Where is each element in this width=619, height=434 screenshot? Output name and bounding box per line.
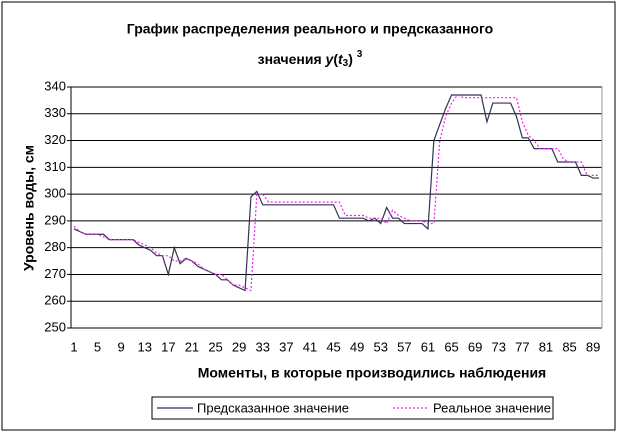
x-tick-label: 69 bbox=[468, 339, 482, 354]
y-tick-label: 270 bbox=[44, 266, 66, 281]
y-tick-label: 250 bbox=[44, 319, 66, 334]
x-tick-label: 29 bbox=[232, 339, 246, 354]
chart-title-line2: значения y(t3) 3 bbox=[258, 49, 363, 69]
x-tick-label: 37 bbox=[279, 339, 293, 354]
y-tick-label: 310 bbox=[44, 159, 66, 174]
y-tick-label: 260 bbox=[44, 293, 66, 308]
x-tick-label: 81 bbox=[539, 339, 553, 354]
title-arg: t bbox=[338, 51, 344, 67]
title-sub: 3 bbox=[343, 58, 349, 69]
x-tick-label: 41 bbox=[303, 339, 317, 354]
x-tick-label: 49 bbox=[350, 339, 364, 354]
chart-title: График распределения реального и предска… bbox=[127, 21, 493, 37]
title-word: значения bbox=[258, 51, 322, 67]
series-line bbox=[73, 94, 600, 292]
x-tick-label: 13 bbox=[138, 339, 152, 354]
x-tick-label: 85 bbox=[562, 339, 576, 354]
legend-label: Реальное значение bbox=[433, 400, 551, 415]
x-tick-label: 9 bbox=[118, 339, 125, 354]
x-tick-label: 73 bbox=[492, 339, 506, 354]
x-tick-label: 45 bbox=[326, 339, 340, 354]
y-axis-title: Уровень воды, см bbox=[21, 145, 37, 271]
y-tick-label: 300 bbox=[44, 186, 66, 201]
y-tick-label: 290 bbox=[44, 212, 66, 227]
x-tick-label: 77 bbox=[515, 339, 529, 354]
x-axis-title: Моменты, в которые производились наблюде… bbox=[198, 365, 546, 381]
y-tick-label: 320 bbox=[44, 132, 66, 147]
y-tick-label: 280 bbox=[44, 239, 66, 254]
x-tick-label: 1 bbox=[70, 339, 77, 354]
x-tick-label: 21 bbox=[185, 339, 199, 354]
x-tick-label: 53 bbox=[374, 339, 388, 354]
x-tick-label: 65 bbox=[444, 339, 458, 354]
x-tick-label: 17 bbox=[161, 339, 175, 354]
x-tick-label: 33 bbox=[256, 339, 270, 354]
x-tick-label: 89 bbox=[586, 339, 600, 354]
title-paren: ( bbox=[333, 51, 338, 67]
y-tick-label: 340 bbox=[44, 78, 66, 93]
title-paren: ) bbox=[348, 51, 353, 67]
title-sup: 3 bbox=[357, 49, 363, 60]
x-tick-label: 25 bbox=[208, 339, 222, 354]
x-tick-label: 5 bbox=[94, 339, 101, 354]
series-line bbox=[73, 94, 600, 292]
legend-box bbox=[151, 396, 554, 420]
legend-label: Предсказанное значение bbox=[197, 400, 349, 415]
x-tick-label: 57 bbox=[397, 339, 411, 354]
x-tick-label: 61 bbox=[421, 339, 435, 354]
title-func: y bbox=[325, 51, 335, 67]
y-tick-label: 330 bbox=[44, 105, 66, 120]
